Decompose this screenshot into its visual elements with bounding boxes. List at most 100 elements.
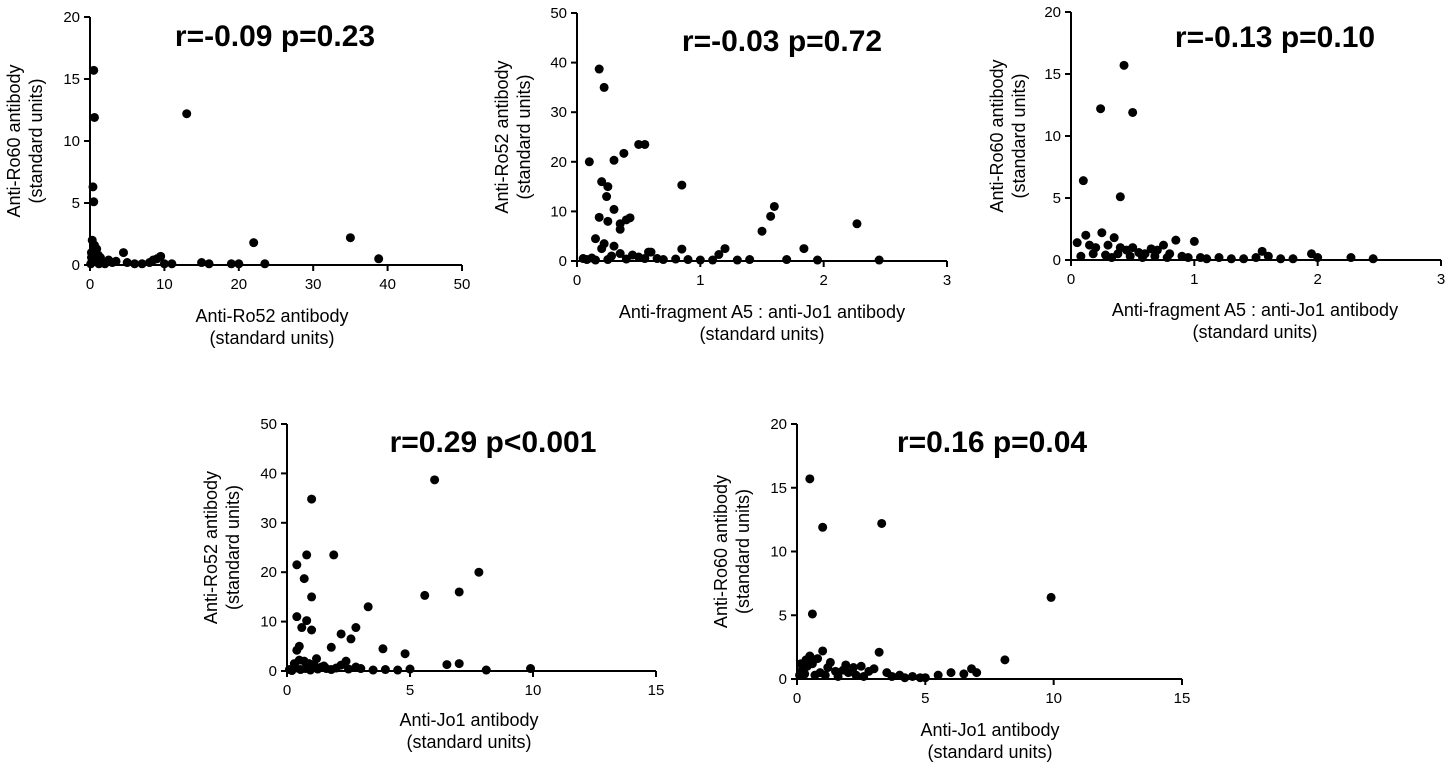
data-point [89, 65, 99, 75]
data-point [695, 255, 705, 265]
x-tick-label: 15 [1174, 690, 1191, 707]
y-tick-label: 5 [779, 607, 787, 624]
data-point [677, 244, 687, 254]
y-axis-label: (standard units) [514, 74, 534, 199]
data-point [933, 670, 943, 680]
y-axis-label: (standard units) [223, 485, 243, 610]
correlation-annotation: r=-0.09 p=0.23 [175, 20, 375, 53]
data-point [599, 82, 609, 92]
data-point [615, 224, 625, 234]
data-point [900, 673, 910, 683]
x-tick-label: 2 [1313, 271, 1321, 288]
data-point [796, 659, 806, 669]
data-point [1076, 251, 1086, 261]
data-point [526, 664, 536, 674]
data-point [204, 259, 214, 269]
data-point [1000, 655, 1010, 665]
x-tick-label: 10 [1045, 690, 1062, 707]
y-axis-label: (standard units) [26, 78, 46, 203]
data-point [946, 668, 956, 678]
data-point [182, 109, 192, 119]
data-point [1096, 104, 1106, 114]
data-point [393, 665, 403, 675]
data-point [1081, 230, 1091, 240]
y-tick-label: 5 [72, 195, 80, 212]
data-point [307, 494, 317, 504]
x-tick-label: 5 [921, 690, 929, 707]
data-point [351, 623, 361, 633]
data-point [714, 250, 724, 260]
y-axis-label: Anti-Ro60 antibody [987, 59, 1007, 212]
y-axis-label: Anti-Ro52 antibody [492, 60, 512, 213]
data-point [683, 255, 693, 265]
data-point [859, 671, 869, 681]
data-point [159, 259, 169, 269]
data-point [841, 660, 851, 670]
data-point [319, 661, 329, 671]
data-point [1202, 254, 1212, 264]
data-point [621, 254, 631, 264]
x-axis-label: Anti-Jo1 antibody [920, 720, 1059, 740]
y-axis-label: Anti-Ro60 antibody [711, 475, 731, 628]
scatter-panel-5: 0 5 10 15 20 0 5 10 15 r=0.16 p=0.04 Anti-Jo1 anti… [711, 416, 1190, 762]
data-point [915, 673, 925, 683]
x-tick-label: 10 [525, 682, 542, 699]
data-point [594, 64, 604, 74]
data-point [302, 616, 312, 626]
data-point [1183, 253, 1193, 263]
x-tick-label: 15 [648, 682, 665, 699]
y-tick-label: 10 [260, 614, 277, 631]
data-point [825, 657, 835, 667]
data-point [602, 192, 612, 202]
data-point [807, 609, 817, 619]
data-point [782, 255, 792, 265]
data-point [234, 259, 244, 269]
data-point [1368, 254, 1378, 264]
data-point [89, 197, 99, 207]
y-tick-label: 0 [779, 671, 787, 688]
scatter-panel-2: 0 10 20 30 40 50 0 1 2 3 r=-0.03 p=0.72 Anti-fragme… [492, 5, 951, 344]
data-point [1276, 254, 1286, 264]
data-point [625, 213, 635, 223]
x-tick-label: 2 [819, 272, 827, 289]
data-point [148, 255, 158, 265]
data-point [1171, 235, 1181, 245]
data-point [658, 255, 668, 265]
data-point [454, 659, 464, 669]
data-point [1088, 249, 1098, 259]
scatter-panel-1: 0 5 10 15 20 0 10 20 30 40 50 r=-0.09 p=0.23 Anti-Ro… [4, 9, 470, 348]
x-tick-label: 30 [305, 276, 322, 293]
x-tick-label: 0 [283, 682, 291, 699]
data-point [442, 660, 452, 670]
x-tick-label: 0 [1067, 271, 1075, 288]
x-axis-label: (standard units) [406, 732, 531, 752]
y-tick-label: 0 [1053, 252, 1061, 269]
data-point [856, 661, 866, 671]
data-point [1125, 251, 1135, 261]
data-point [249, 238, 259, 248]
x-axis-label: Anti-fragment A5 : anti-Jo1 antibody [619, 302, 905, 322]
data-point [305, 665, 315, 675]
x-tick-label: 10 [156, 276, 173, 293]
data-point [609, 241, 619, 251]
data-point [420, 590, 430, 600]
data-point [959, 669, 969, 679]
y-tick-label: 20 [1044, 4, 1061, 21]
data-point [769, 201, 779, 211]
data-point [1072, 238, 1082, 248]
data-point [346, 634, 356, 644]
y-tick-label: 5 [1053, 190, 1061, 207]
data-point [1128, 243, 1138, 253]
data-point [326, 642, 336, 652]
x-axis-label: Anti-Jo1 antibody [399, 710, 538, 730]
correlation-annotation: r=-0.03 p=0.72 [682, 25, 882, 58]
y-tick-label: 0 [269, 663, 277, 680]
data-point [594, 212, 604, 222]
data-point [1078, 176, 1088, 186]
y-tick-label: 20 [550, 154, 567, 171]
x-axis-label: Anti-fragment A5 : anti-Jo1 antibody [1112, 300, 1398, 320]
data-point [584, 157, 594, 167]
data-point [603, 182, 613, 192]
data-point [634, 139, 644, 149]
